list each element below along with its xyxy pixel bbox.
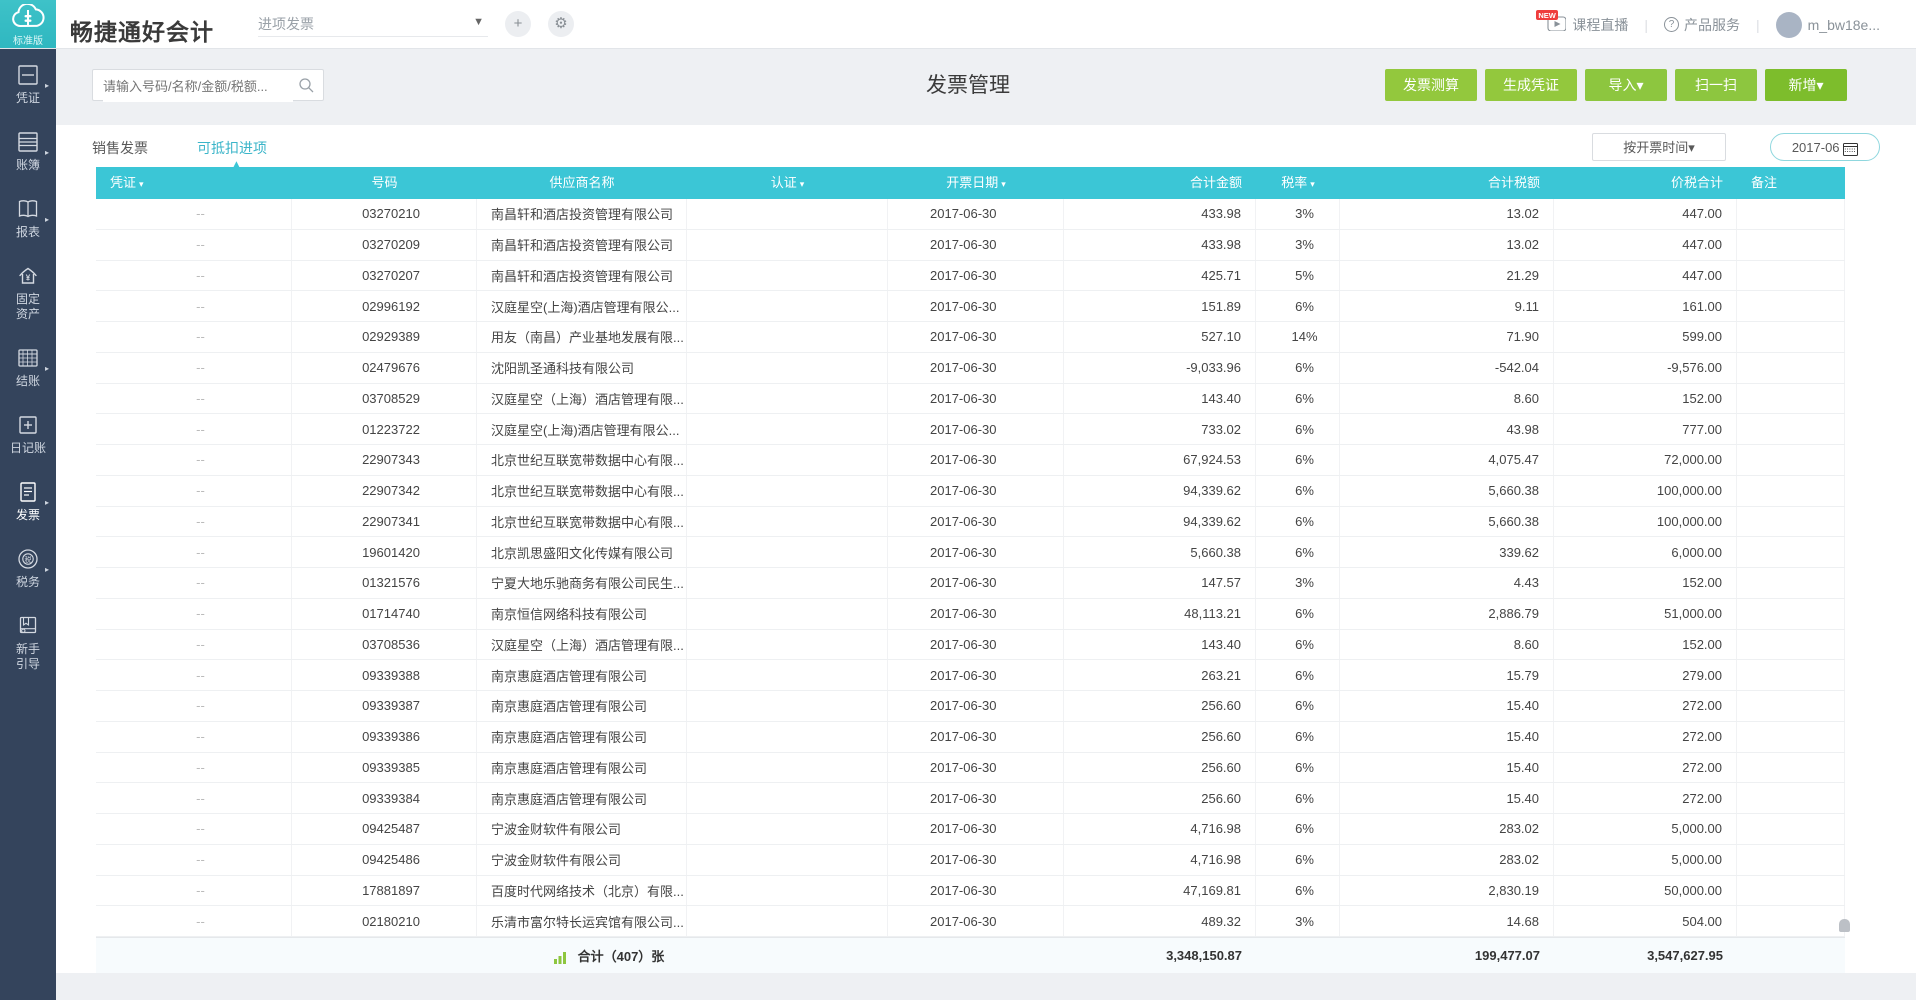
svg-text:¥: ¥	[26, 274, 31, 283]
svg-text:税: 税	[25, 555, 32, 564]
